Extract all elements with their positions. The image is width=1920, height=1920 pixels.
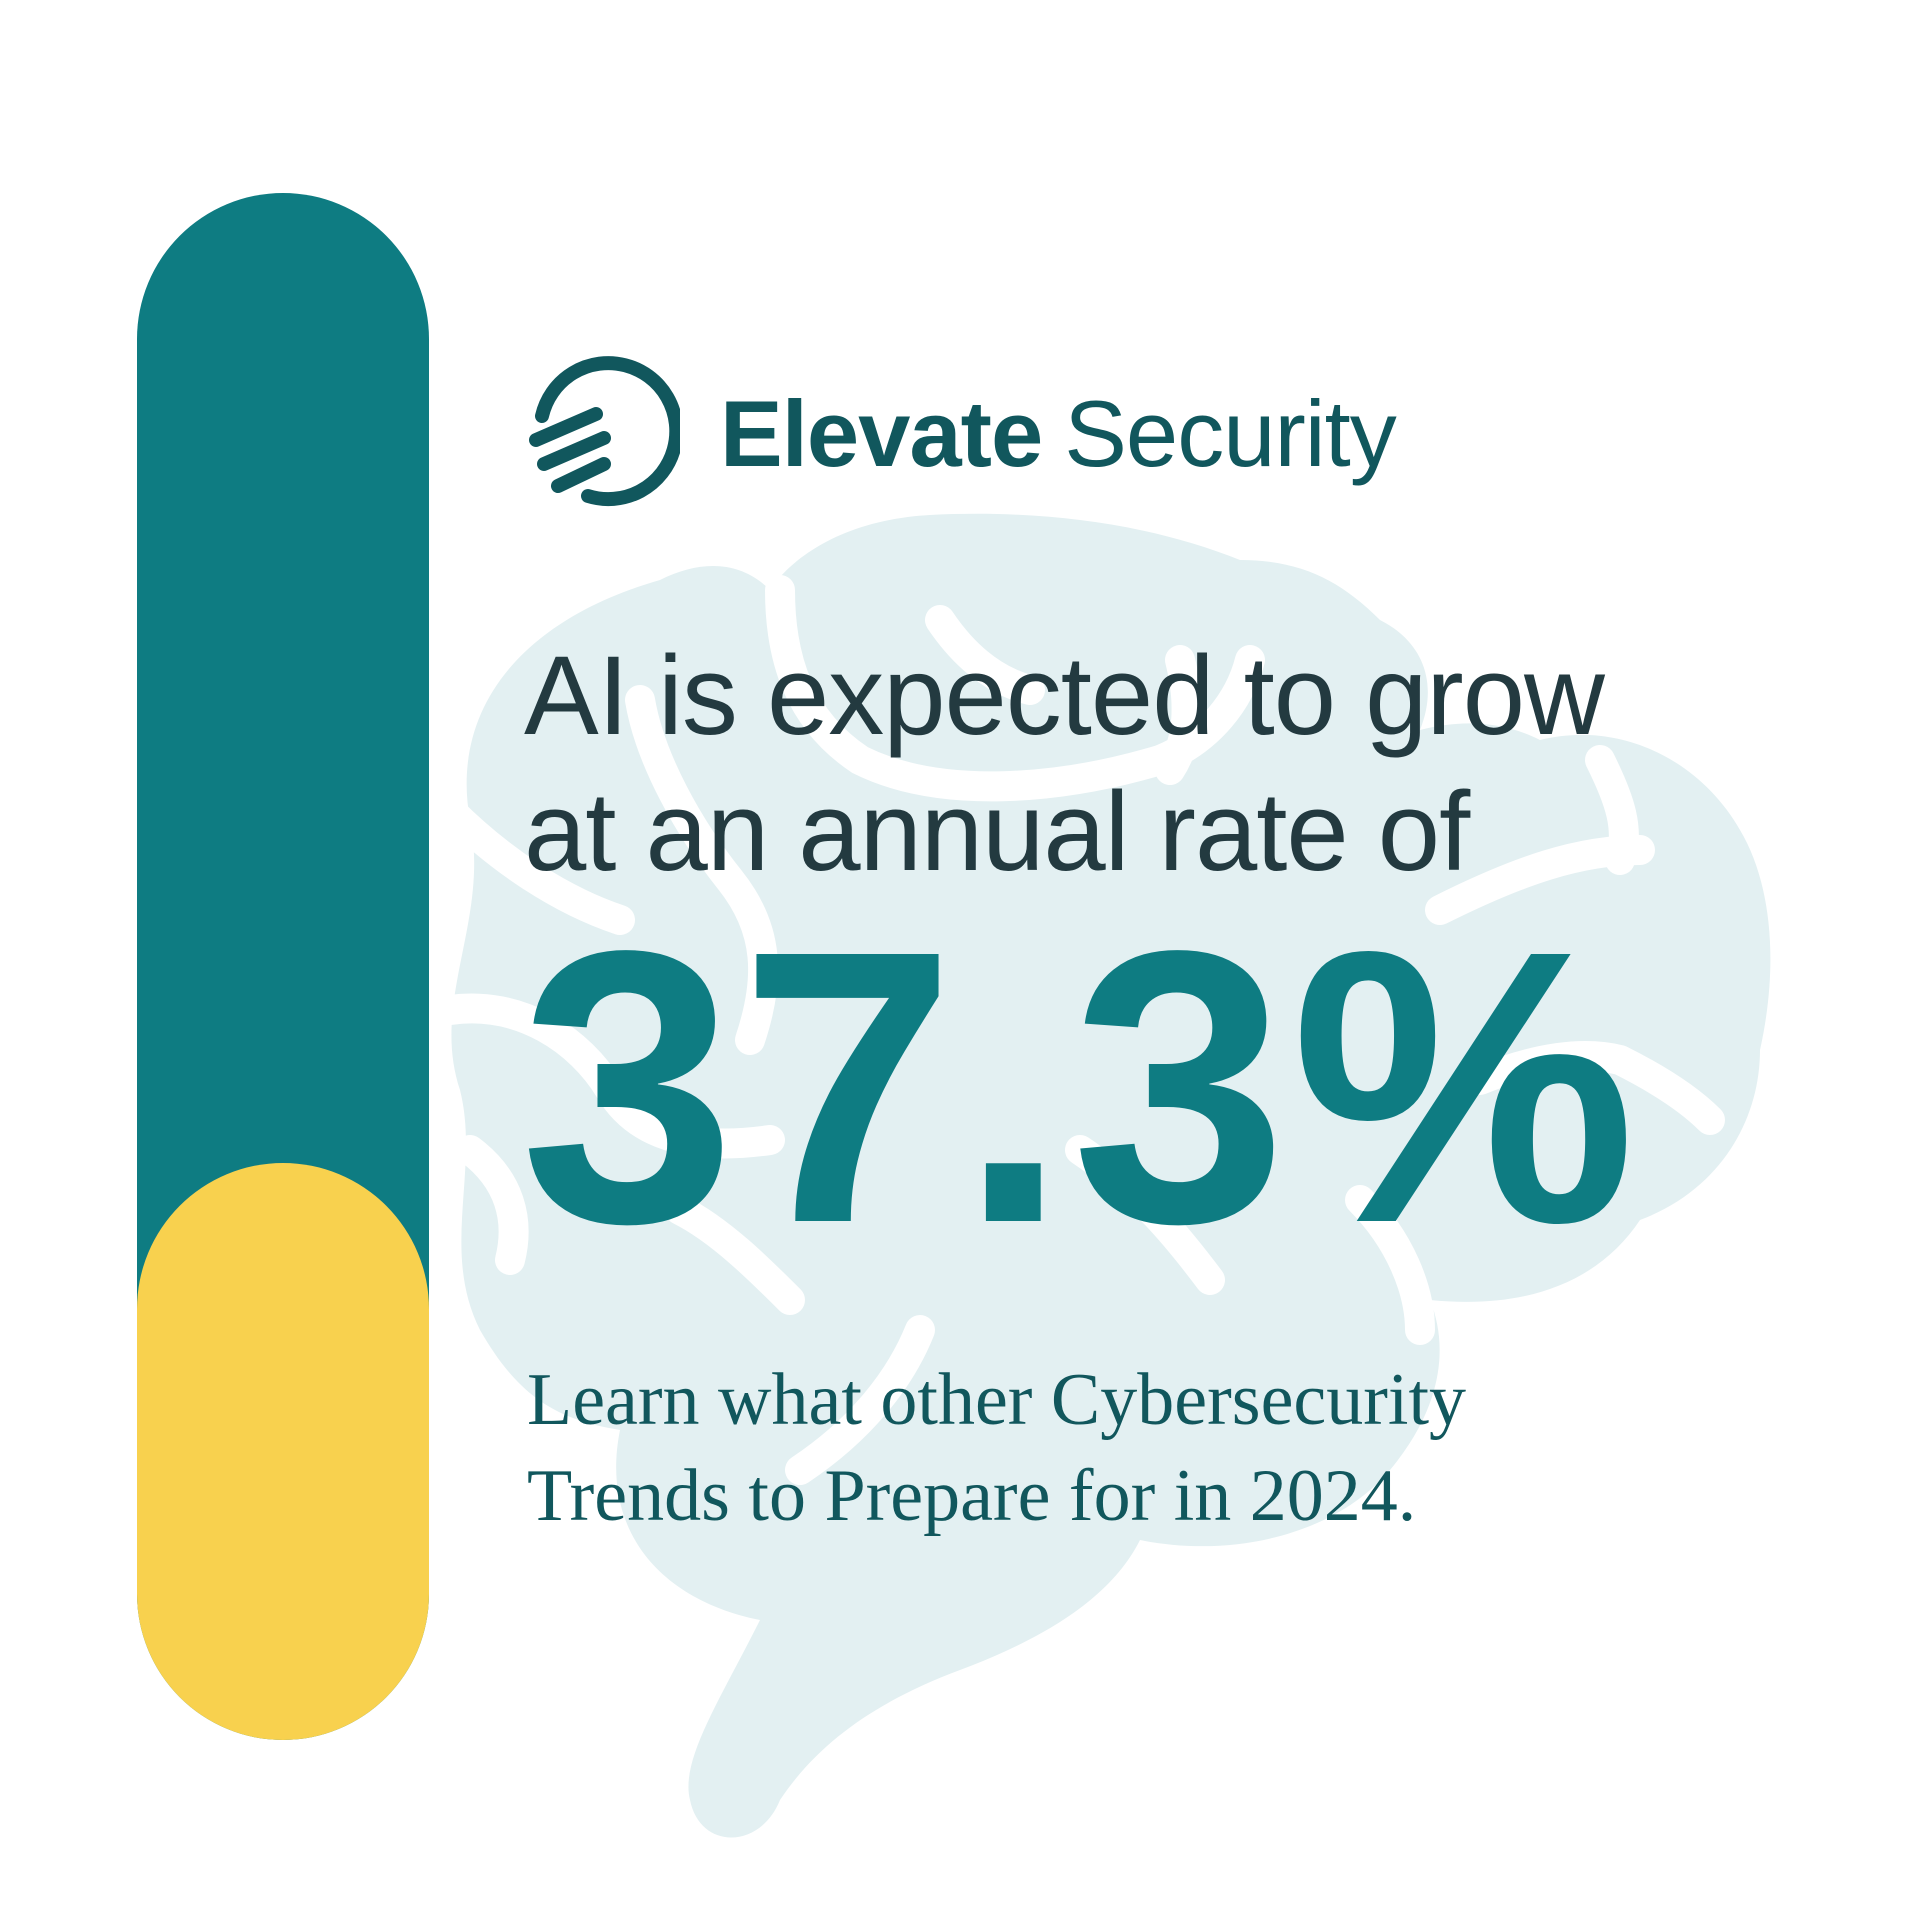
headline: AI is expected to grow at an annual rate… — [524, 628, 1824, 900]
progress-meter — [137, 193, 429, 1740]
headline-line-1: AI is expected to grow — [524, 633, 1605, 758]
cta-line-2: Trends to Prepare for in 2024. — [527, 1455, 1417, 1537]
call-to-action-text: Learn what other Cybersecurity Trends to… — [527, 1352, 1827, 1544]
growth-rate-stat: 37.3% — [520, 871, 1641, 1304]
brand-name-bold: Elevate — [720, 381, 1043, 486]
brand-logo: Elevate Security — [524, 356, 1397, 512]
elevate-security-logo-icon — [529, 356, 680, 507]
headline-line-2: at an annual rate of — [524, 769, 1470, 894]
brand-name-light: Security — [1064, 381, 1397, 486]
cta-line-1: Learn what other Cybersecurity — [527, 1359, 1467, 1441]
brand-name: Elevate Security — [720, 380, 1397, 488]
progress-meter-fill — [137, 1162, 429, 1740]
